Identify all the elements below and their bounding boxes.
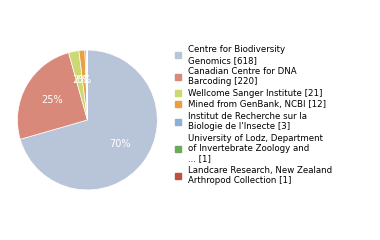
Text: 70%: 70%: [109, 139, 131, 149]
Wedge shape: [17, 53, 87, 139]
Wedge shape: [68, 51, 87, 120]
Wedge shape: [79, 50, 87, 120]
Legend: Centre for Biodiversity
Genomics [618], Canadian Centre for DNA
Barcoding [220],: Centre for Biodiversity Genomics [618], …: [175, 45, 332, 185]
Wedge shape: [20, 50, 157, 190]
Text: 25%: 25%: [41, 95, 63, 105]
Text: 0%: 0%: [77, 75, 92, 84]
Wedge shape: [85, 50, 87, 120]
Text: 2%: 2%: [72, 75, 87, 85]
Wedge shape: [86, 50, 87, 120]
